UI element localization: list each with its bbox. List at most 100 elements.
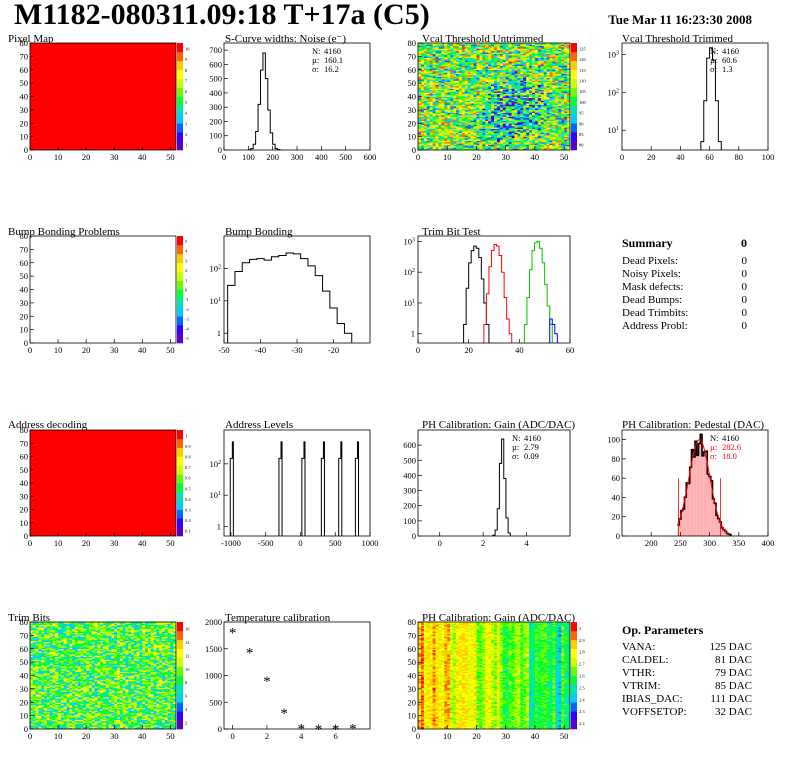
heatmap-cell xyxy=(529,115,533,117)
palette-swatch xyxy=(571,43,577,53)
heatmap-cell xyxy=(450,145,454,148)
heatmap-cell xyxy=(514,143,518,145)
heatmap-cell xyxy=(476,127,480,129)
heatmap-cell xyxy=(529,123,533,125)
heatmap-cell xyxy=(429,107,433,109)
heatmap-cell xyxy=(423,120,428,123)
heatmap-cell xyxy=(456,107,460,109)
heatmap-cell xyxy=(453,101,457,104)
heatmap-cell xyxy=(520,104,524,107)
heatmap-cell xyxy=(479,121,483,124)
heatmap-cell xyxy=(555,117,559,120)
heatmap-cell xyxy=(491,105,495,108)
palette-swatch xyxy=(571,114,577,124)
plot-area xyxy=(418,43,571,151)
heatmap-cell xyxy=(526,135,530,137)
heatmap-cell xyxy=(432,135,436,137)
heatmap-cell xyxy=(476,137,480,140)
heatmap-cell xyxy=(456,112,460,115)
heatmap-cell xyxy=(567,119,571,121)
heatmap-cell xyxy=(426,105,430,108)
heatmap-cell xyxy=(555,112,559,115)
y-tick-label: 60 xyxy=(20,452,29,462)
heatmap-cell xyxy=(482,128,486,131)
heatmap-cell xyxy=(444,117,448,120)
heatmap-cell xyxy=(476,129,480,132)
heatmap-cell xyxy=(435,140,439,143)
heatmap-cell xyxy=(517,123,521,125)
heatmap-cell xyxy=(429,143,433,145)
heatmap-cell xyxy=(482,129,486,132)
y-tick-label: 40 xyxy=(20,285,29,295)
heatmap-cell xyxy=(534,117,539,120)
heatmap-cell xyxy=(441,141,445,144)
heatmap-cell xyxy=(529,120,533,123)
heatmap-cell xyxy=(558,135,562,137)
heatmap-cell xyxy=(532,137,536,140)
heatmap-cell xyxy=(470,133,474,136)
heatmap-cell xyxy=(517,115,521,117)
heatmap-cell xyxy=(526,120,530,123)
heatmap-cell xyxy=(496,139,501,141)
heatmap-cell xyxy=(534,137,539,140)
heatmap-cell xyxy=(529,124,533,127)
heatmap-cell xyxy=(526,125,530,128)
heatmap-cell xyxy=(546,115,550,117)
heatmap-cell xyxy=(558,125,562,128)
histogram-peak xyxy=(301,441,306,536)
heatmap-cell xyxy=(432,140,436,143)
heatmap-cell xyxy=(537,135,542,137)
heatmap-cell xyxy=(511,137,515,140)
histogram-bar xyxy=(682,508,685,536)
heatmap-cell xyxy=(494,129,498,132)
palette-swatch xyxy=(571,87,577,97)
heatmap-cell xyxy=(534,148,539,151)
heatmap-cell xyxy=(432,127,436,129)
heatmap-cell xyxy=(546,120,550,123)
heatmap-cell xyxy=(429,121,433,124)
heatmap-cell xyxy=(444,101,448,104)
heatmap-cell xyxy=(494,123,498,125)
heatmap-cell xyxy=(526,117,530,120)
heatmap-cell xyxy=(558,140,562,143)
heatmap-cell xyxy=(543,121,547,124)
heatmap-cell xyxy=(467,120,471,123)
heatmap-cell xyxy=(567,136,571,139)
heatmap-cell xyxy=(491,127,495,129)
heatmap-cell xyxy=(441,121,445,124)
heatmap-cell xyxy=(453,123,457,125)
heatmap-cell xyxy=(447,113,451,116)
heatmap-cell xyxy=(426,135,430,137)
heatmap-cell xyxy=(558,109,562,112)
palette-swatch xyxy=(177,334,183,344)
heatmap-cell xyxy=(543,104,547,107)
heatmap-cell xyxy=(426,120,430,123)
heatmap-cell xyxy=(546,137,550,140)
heatmap-cell xyxy=(482,144,486,147)
heatmap-cell xyxy=(479,132,483,135)
heatmap-cell xyxy=(520,117,524,120)
heatmap-cell xyxy=(537,117,542,120)
heatmap-cell xyxy=(485,121,489,124)
heatmap-cell xyxy=(546,104,550,107)
heatmap-cell xyxy=(444,132,448,135)
heatmap-cell xyxy=(564,105,568,108)
heatmap-cell xyxy=(532,125,536,128)
heatmap-cell xyxy=(485,107,489,109)
heatmap-cell xyxy=(537,120,542,123)
heatmap-cell xyxy=(470,108,474,111)
heatmap-cell xyxy=(479,143,483,145)
heatmap-cell xyxy=(441,107,445,109)
heatmap-cell xyxy=(520,128,524,131)
heatmap-cell xyxy=(488,139,492,141)
heatmap-cell xyxy=(540,139,544,141)
y-tick-label: 10 xyxy=(20,325,29,335)
heatmap-cell xyxy=(526,107,530,109)
heatmap-cell xyxy=(508,109,512,112)
heatmap-cell xyxy=(420,117,425,120)
heatmap-cell xyxy=(441,136,445,139)
y-tick-label: 40 xyxy=(408,92,417,102)
heatmap-cell xyxy=(534,135,539,137)
histogram-peak xyxy=(354,441,360,536)
